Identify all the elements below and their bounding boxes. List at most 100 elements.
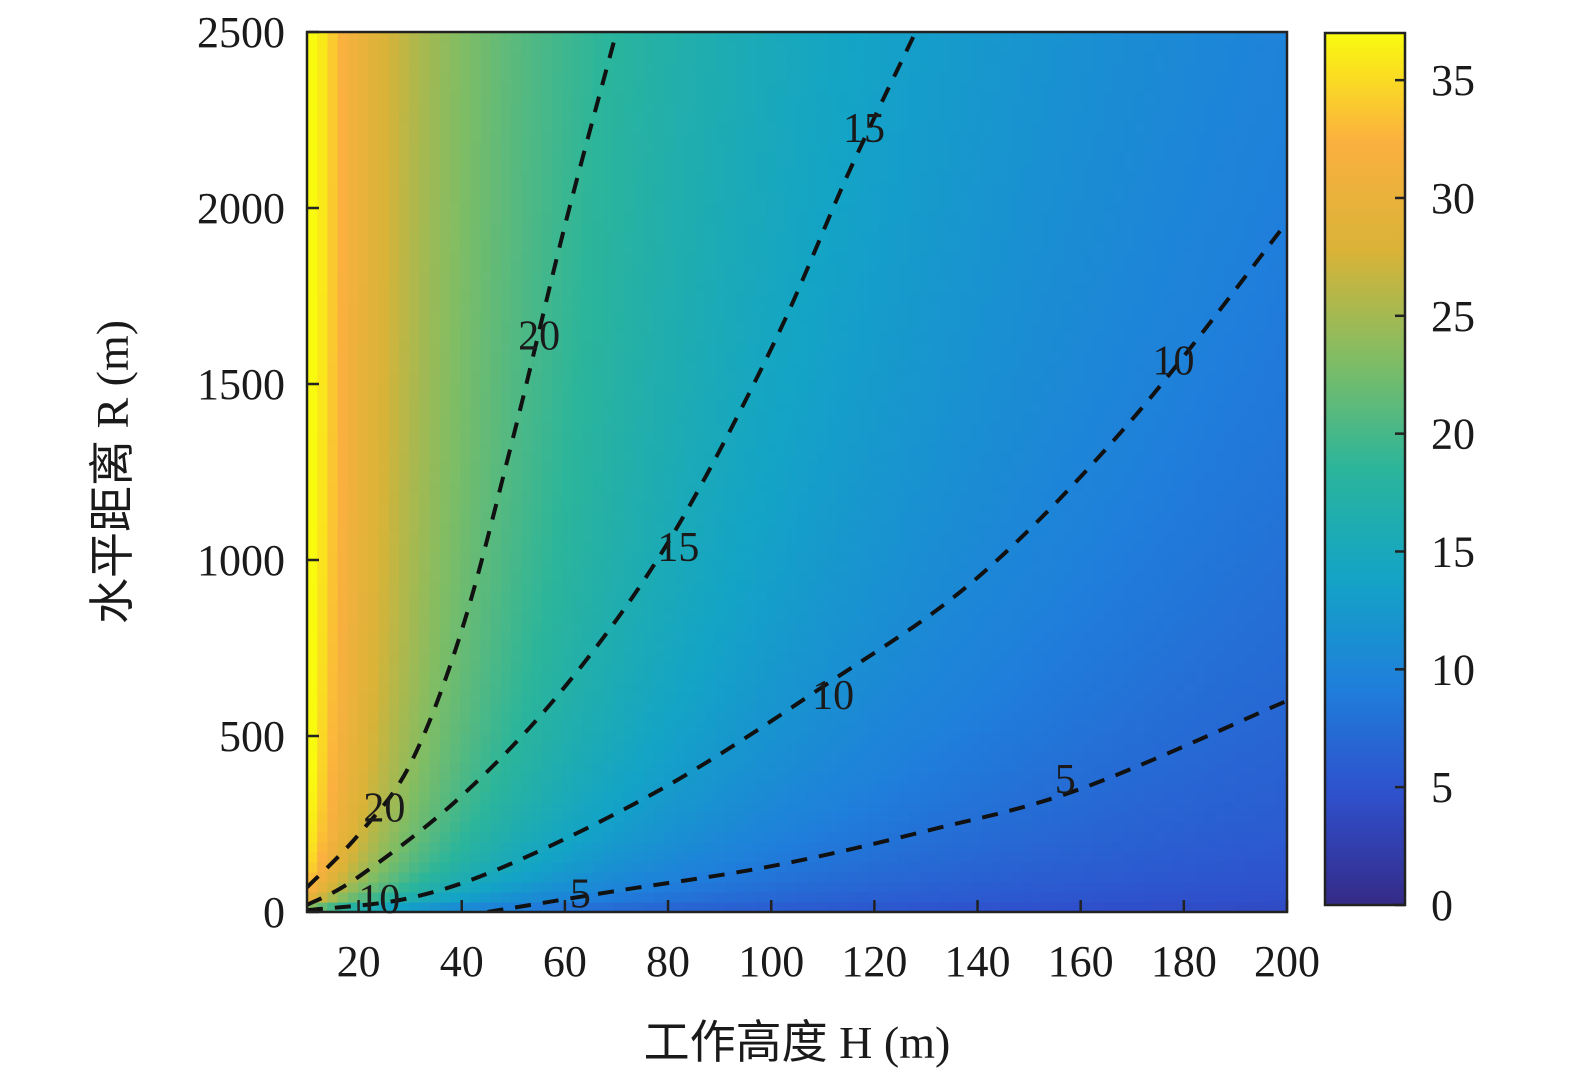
heatmap-cell xyxy=(449,222,461,233)
heatmap-cell xyxy=(449,552,461,563)
heatmap-cell xyxy=(398,262,410,273)
heatmap-cell xyxy=(419,532,431,543)
heatmap-cell xyxy=(490,412,502,423)
heatmap-cell xyxy=(633,42,645,53)
heatmap-cell xyxy=(827,112,839,123)
heatmap-cell xyxy=(735,772,747,783)
heatmap-cell xyxy=(664,862,676,873)
heatmap-cell xyxy=(776,232,788,243)
heatmap-cell xyxy=(368,862,380,873)
heatmap-cell xyxy=(317,562,329,573)
heatmap-cell xyxy=(398,142,410,153)
heatmap-cell xyxy=(358,902,369,913)
heatmap-cell xyxy=(633,622,645,633)
heatmap-cell xyxy=(409,492,420,503)
heatmap-cell xyxy=(756,422,767,433)
heatmap-cell xyxy=(797,782,808,793)
heatmap-cell xyxy=(460,522,471,533)
heatmap-cell xyxy=(531,32,543,43)
heatmap-cell xyxy=(582,352,594,363)
heatmap-cell xyxy=(378,742,390,753)
heatmap-cell xyxy=(460,52,471,63)
heatmap-cell xyxy=(511,532,522,543)
heatmap-cell xyxy=(817,452,829,463)
heatmap-cell xyxy=(705,412,716,423)
heatmap-cell xyxy=(562,362,574,373)
heatmap-cell xyxy=(358,232,369,243)
heatmap-cell xyxy=(858,442,870,453)
heatmap-cell xyxy=(725,462,737,473)
heatmap-cell xyxy=(521,792,533,803)
heatmap-cell xyxy=(745,102,757,113)
heatmap-cell xyxy=(868,322,880,333)
heatmap-cell xyxy=(470,452,482,463)
heatmap-cell xyxy=(603,802,614,813)
heatmap-cell xyxy=(633,202,645,213)
heatmap-cell xyxy=(837,722,849,733)
heatmap-cell xyxy=(776,292,788,303)
heatmap-cell xyxy=(664,622,676,633)
heatmap-cell xyxy=(388,622,400,633)
heatmap-cell xyxy=(858,672,870,683)
heatmap-cell xyxy=(807,162,819,173)
heatmap-cell xyxy=(582,662,594,673)
heatmap-cell xyxy=(715,202,727,213)
heatmap-cell xyxy=(388,842,400,853)
heatmap-cell xyxy=(521,212,533,223)
heatmap-cell xyxy=(429,262,441,273)
heatmap-cell xyxy=(705,192,716,203)
heatmap-cell xyxy=(654,722,665,733)
heatmap-cell xyxy=(745,652,757,663)
heatmap-cell xyxy=(582,142,594,153)
heatmap-cell xyxy=(797,692,808,703)
heatmap-cell xyxy=(735,562,747,573)
heatmap-cell xyxy=(358,182,369,193)
heatmap-cell xyxy=(531,832,543,843)
heatmap-cell xyxy=(347,312,359,323)
heatmap-cell xyxy=(674,342,686,353)
heatmap-cell xyxy=(562,72,574,83)
heatmap-cell xyxy=(368,372,380,383)
heatmap-cell xyxy=(470,342,482,353)
heatmap-cell xyxy=(541,682,553,693)
heatmap-cell xyxy=(817,892,829,903)
heatmap-cell xyxy=(378,652,390,663)
heatmap-cell xyxy=(337,842,349,853)
heatmap-cell xyxy=(511,42,522,53)
heatmap-cell xyxy=(552,62,563,73)
heatmap-cell xyxy=(470,612,482,623)
heatmap-cell xyxy=(449,772,461,783)
heatmap-cell xyxy=(633,282,645,293)
heatmap-cell xyxy=(735,672,747,683)
heatmap-cell xyxy=(776,342,788,353)
heatmap-cell xyxy=(807,802,819,813)
heatmap-cell xyxy=(633,142,645,153)
heatmap-cell xyxy=(317,542,329,553)
heatmap-cell xyxy=(776,422,788,433)
heatmap-cell xyxy=(786,652,798,663)
heatmap-cell xyxy=(633,302,645,313)
heatmap-cell xyxy=(766,162,778,173)
heatmap-cell xyxy=(623,52,635,63)
heatmap-cell xyxy=(480,42,492,53)
heatmap-cell xyxy=(460,352,471,363)
heatmap-cell xyxy=(735,702,747,713)
heatmap-cell xyxy=(613,852,625,863)
heatmap-cell xyxy=(582,172,594,183)
heatmap-cell xyxy=(603,72,614,83)
heatmap-cell xyxy=(848,552,859,563)
heatmap-cell xyxy=(327,862,339,873)
heatmap-cell xyxy=(378,302,390,313)
heatmap-cell xyxy=(694,702,706,713)
heatmap-cell xyxy=(470,742,482,753)
heatmap-cell xyxy=(592,152,604,163)
heatmap-cell xyxy=(419,312,431,323)
heatmap-cell xyxy=(807,132,819,143)
heatmap-cell xyxy=(745,282,757,293)
heatmap-cell xyxy=(419,232,431,243)
heatmap-cell xyxy=(654,222,665,233)
heatmap-cell xyxy=(694,682,706,693)
heatmap-cell xyxy=(725,362,737,373)
heatmap-cell xyxy=(797,212,808,223)
heatmap-cell xyxy=(725,402,737,413)
